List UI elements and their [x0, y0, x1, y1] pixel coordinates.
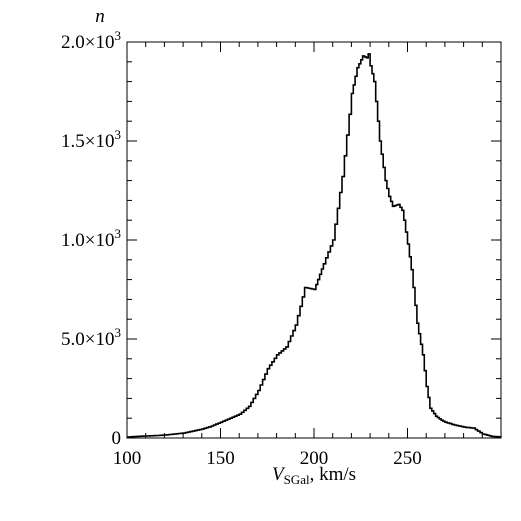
x-tick-label: 100 [113, 448, 142, 469]
y-tick-label: 2.0×103 [61, 28, 121, 53]
x-tick-labels: 100 150 200 250 [113, 448, 422, 469]
plot-frame [126, 41, 502, 439]
y-tick-label: 1.5×103 [61, 127, 121, 152]
y-axis-label: n [95, 6, 105, 27]
axis-ticks [126, 41, 501, 439]
y-tick-label: 0 [112, 428, 122, 449]
x-tick-label: 250 [393, 448, 422, 469]
y-tick-label: 5.0×103 [61, 325, 121, 350]
x-axis-label: VSGal, km/s [272, 464, 356, 487]
y-tick-labels: 0 5.0×103 1.0×103 1.5×103 2.0×103 [61, 28, 121, 449]
x-tick-label: 150 [206, 448, 235, 469]
x-axis-label-symbol: V [272, 464, 286, 485]
y-tick-label: 1.0×103 [61, 226, 121, 251]
x-axis-label-unit: , km/s [310, 464, 356, 485]
x-tick-label: 200 [300, 448, 329, 469]
x-axis-label-subscript: SGal [284, 472, 310, 487]
histogram-line [127, 53, 502, 438]
